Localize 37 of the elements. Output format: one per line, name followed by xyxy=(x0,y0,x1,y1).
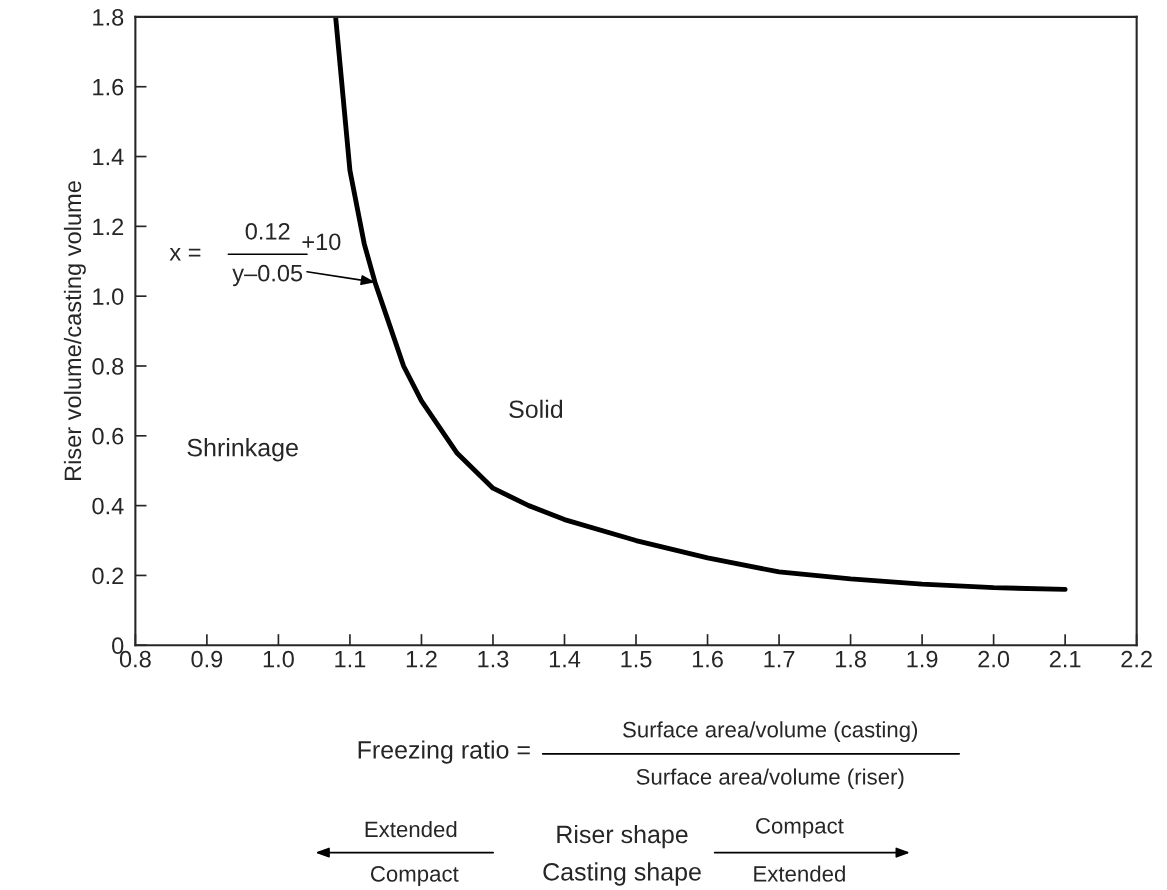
x-tick-label: 1.5 xyxy=(621,650,652,668)
annotation: 0.12 xyxy=(245,222,290,240)
x-tick-label: 0.9 xyxy=(191,650,223,668)
x-tick-label: 2.0 xyxy=(978,650,1010,668)
annotation: +10 xyxy=(302,233,341,251)
y-tick-label: 0.2 xyxy=(92,567,124,585)
y-axis-title: Riser volume/casting volume xyxy=(63,181,86,481)
x-tick-label: 2.2 xyxy=(1121,650,1152,668)
y-tick-label: 1.6 xyxy=(93,78,124,96)
text: Extended xyxy=(365,820,457,838)
text: Compact xyxy=(370,865,459,887)
text: Riser shape xyxy=(557,824,688,849)
x-tick-label: 2.1 xyxy=(1049,650,1081,668)
text: Freezing ratio = Surface area/volume (casting) Surface area/volume (riser) xyxy=(358,721,918,790)
x-tick-label: 1.9 xyxy=(907,650,938,668)
y-tick-label: 1.8 xyxy=(93,8,124,26)
annotation: Shrinkage xyxy=(187,438,298,462)
x-tick-label: 1.0 xyxy=(263,650,294,668)
y-tick-label: 1.2 xyxy=(93,218,124,235)
y-tick-label: 0.6 xyxy=(92,427,124,445)
annotation: y–0.05 xyxy=(232,264,303,287)
x-tick-label: 1.1 xyxy=(335,650,366,668)
x-tick-label: 1.8 xyxy=(835,650,866,668)
annotation: x = xyxy=(169,247,201,261)
x-tick-label: 1.6 xyxy=(692,650,723,668)
text: Compact xyxy=(756,817,844,839)
x-tick-label: 1.3 xyxy=(478,650,509,668)
y-tick-label: 1.0 xyxy=(93,288,124,305)
annotation: Solid xyxy=(509,399,563,419)
y-tick-label: 0.8 xyxy=(92,358,124,375)
x-tick-label: 1.4 xyxy=(549,650,581,668)
y-tick-label: 0.4 xyxy=(92,497,124,515)
text: Casting shape xyxy=(543,862,701,886)
x-tick-label: 1.7 xyxy=(764,650,795,668)
x-tick-label: 1.2 xyxy=(406,650,437,668)
y-tick-label: 1.4 xyxy=(93,148,124,166)
text: Extended xyxy=(754,865,845,882)
